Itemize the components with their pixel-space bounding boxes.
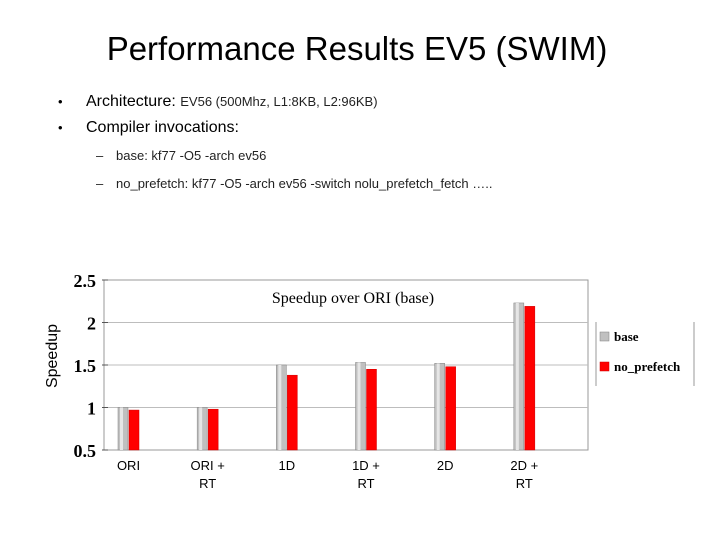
y-tick-label: 2: [87, 314, 96, 334]
y-tick-label: 0.5: [74, 441, 97, 461]
legend: base no_prefetch: [595, 322, 695, 386]
x-tick-label: RT: [199, 476, 216, 491]
chart-title: Speedup over ORI (base): [272, 290, 434, 307]
bar-no-prefetch: [366, 369, 377, 451]
x-tick-label: ORI: [117, 458, 140, 473]
x-tick-label: 2D +: [510, 458, 538, 473]
bullet-label: Architecture:: [86, 93, 176, 110]
bar-layer: [117, 302, 536, 451]
bullet-detail: EV56 (500Mhz, L1:8KB, L2:96KB): [180, 94, 378, 109]
bar-no-prefetch: [524, 306, 536, 451]
sub-bullet-text: no_prefetch: kf77 -O5 -arch ev56 -switch…: [116, 176, 493, 191]
x-tick-label: ORI +: [191, 458, 225, 473]
bar-no-prefetch: [445, 366, 456, 451]
bullet-dot-icon: •: [58, 120, 63, 135]
bullet-dot-icon: •: [58, 94, 63, 109]
bar-no-prefetch: [287, 374, 298, 451]
bullet-architecture: • Architecture: EV56 (500Mhz, L1:8KB, L2:…: [58, 92, 378, 112]
bar-highlight: [199, 407, 203, 450]
bar-highlight: [436, 363, 440, 450]
y-tick-label: 1: [87, 399, 96, 419]
dash-icon: –: [96, 148, 104, 163]
bullet-label: Compiler invocations:: [86, 119, 239, 136]
bar-highlight: [278, 365, 282, 450]
axis-layer: Speedup over ORI (base) Speedup 0.5 1 1.5 2…: [44, 271, 538, 491]
y-axis-label: Speedup: [44, 324, 61, 388]
y-tick-label: 2.5: [74, 271, 97, 291]
x-tick-label: 2D: [437, 458, 454, 473]
y-tick-label: 1.5: [74, 356, 97, 376]
slide-title: Performance Results EV5 (SWIM): [106, 30, 608, 67]
bar-highlight: [357, 362, 361, 450]
sub-bullet-text: base: kf77 -O5 -arch ev56: [116, 148, 267, 163]
grid-layer: [102, 279, 589, 451]
x-tick-label: 1D: [279, 458, 296, 473]
x-tick-label: 1D +: [352, 458, 380, 473]
bar-highlight: [120, 407, 123, 450]
bar-no-prefetch: [207, 408, 219, 451]
legend-label: no_prefetch: [614, 359, 681, 374]
bar-no-prefetch: [128, 409, 140, 451]
x-tick-label: RT: [516, 476, 533, 491]
x-tick-label: RT: [357, 476, 374, 491]
dash-icon: –: [96, 176, 104, 191]
sub-bullet-base: – base: kf77 -O5 -arch ev56: [96, 148, 266, 163]
bullet-compiler: • Compiler invocations:: [58, 118, 239, 138]
legend-swatch: [599, 331, 610, 342]
legend-label: base: [614, 329, 639, 344]
legend-swatch: [599, 361, 610, 372]
bar-highlight: [515, 302, 519, 450]
sub-bullet-no-prefetch: – no_prefetch: kf77 -O5 -arch ev56 -switc…: [96, 176, 492, 191]
